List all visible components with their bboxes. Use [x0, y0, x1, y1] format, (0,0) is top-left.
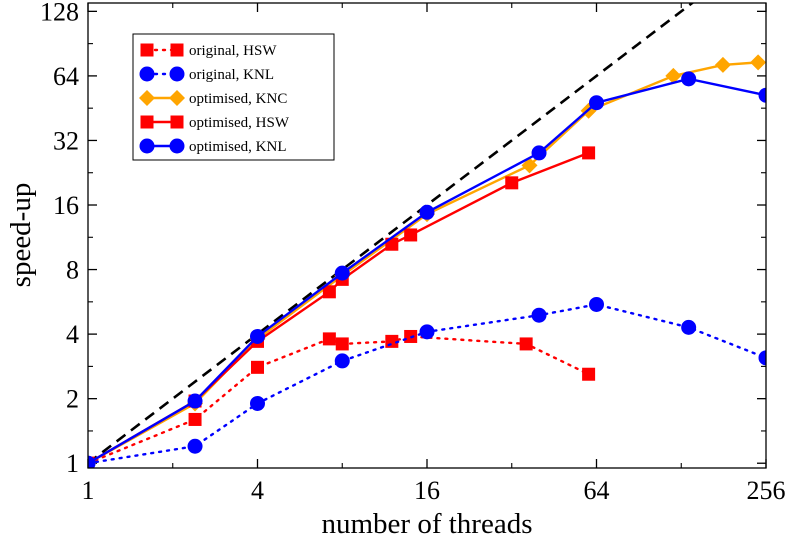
y-tick-label: 2	[66, 385, 79, 414]
legend-label-original-knl: original, KNL	[189, 67, 274, 83]
legend-marker-original-hsw	[140, 43, 154, 57]
legend-entry-optimised-knl: optimised, KNL	[139, 138, 287, 155]
legend-label-optimised-knc: optimised, KNC	[189, 91, 287, 107]
data-point-original-hsw	[322, 332, 336, 346]
data-point-optimised-hsw	[322, 285, 336, 299]
data-point-original-hsw	[582, 367, 596, 381]
data-point-optimised-knl	[334, 265, 350, 281]
x-tick-label: 4	[251, 476, 264, 505]
y-tick-label: 8	[66, 256, 79, 285]
data-point-optimised-knc	[750, 54, 766, 71]
series-original-knl	[88, 296, 766, 468]
data-point-optimised-hsw	[582, 146, 596, 160]
y-tick-labels: 1 2 4 8 16 32 64 128	[40, 0, 79, 478]
data-point-optimised-knl	[531, 145, 547, 161]
y-tick-label: 64	[53, 62, 79, 91]
y-tick-label: 1	[66, 449, 79, 478]
legend-marker-optimised-knl	[139, 138, 155, 154]
legend-marker-optimised-knl	[169, 138, 185, 154]
series-layer	[88, 54, 766, 468]
plot-area	[88, 3, 766, 468]
data-point-original-hsw	[251, 360, 264, 374]
y-tick-label: 32	[53, 126, 79, 155]
data-point-original-knl	[589, 296, 604, 312]
legend-marker-optimised-hsw	[170, 115, 184, 129]
data-point-original-knl	[187, 438, 203, 454]
data-point-optimised-knl	[681, 71, 697, 87]
y-tick-label: 128	[40, 0, 79, 26]
legend-label-optimised-hsw: optimised, HSW	[189, 115, 290, 131]
x-axis-label: number of threads	[322, 508, 533, 538]
legend-label-original-hsw: original, HSW	[189, 43, 277, 59]
x-tick-label: 16	[414, 476, 440, 505]
data-point-optimised-knl	[589, 95, 604, 111]
series-original-hsw	[88, 329, 596, 468]
data-point-optimised-knc	[714, 56, 731, 73]
legend-entry-original-hsw: original, HSW	[140, 43, 277, 59]
data-point-optimised-knc	[665, 67, 682, 84]
plot-frame	[87, 2, 767, 469]
data-point-original-knl	[419, 324, 435, 340]
data-point-original-knl	[681, 319, 697, 335]
legend-marker-original-knl	[139, 66, 155, 82]
data-point-original-hsw	[519, 337, 533, 351]
data-point-optimised-hsw	[505, 176, 519, 190]
legend-marker-optimised-hsw	[140, 115, 154, 129]
y-tick-label: 16	[53, 191, 79, 220]
data-point-optimised-knl	[88, 455, 96, 468]
data-point-original-knl	[334, 353, 350, 369]
legend-marker-optimised-knc	[169, 90, 185, 106]
data-point-original-knl	[250, 395, 265, 411]
x-tick-labels: 1 4 16 64 256	[82, 476, 786, 505]
data-point-optimised-knl	[758, 87, 766, 103]
data-point-optimised-hsw	[404, 228, 418, 242]
data-point-original-hsw	[188, 412, 202, 426]
axis-ticks	[87, 3, 767, 468]
y-tick-label: 4	[66, 320, 79, 349]
legend-entry-optimised-hsw: optimised, HSW	[140, 115, 290, 131]
legend-entry-optimised-knc: optimised, KNC	[139, 90, 287, 107]
series-optimised-knl	[88, 71, 766, 468]
legend-marker-original-knl	[169, 66, 185, 82]
ideal-speedup-line	[88, 3, 695, 465]
y-axis-label: speed-up	[5, 183, 37, 288]
ideal-line-layer	[88, 3, 695, 465]
legend-marker-original-hsw	[170, 43, 184, 57]
x-tick-label: 256	[747, 476, 786, 505]
series-line-optimised-hsw	[88, 151, 590, 465]
data-point-original-knl	[758, 350, 766, 366]
legend-entry-original-knl: original, KNL	[139, 66, 274, 83]
x-tick-label: 64	[584, 476, 610, 505]
data-point-original-hsw	[335, 337, 349, 351]
data-point-original-knl	[531, 307, 547, 323]
data-point-optimised-knl	[419, 204, 435, 220]
legend-marker-optimised-knc	[139, 90, 155, 106]
data-point-optimised-knl	[250, 328, 265, 344]
legend-label-optimised-knl: optimised, KNL	[189, 139, 287, 155]
x-tick-label: 1	[82, 476, 95, 505]
legend: original, HSW original, KNL optimised, KNC…	[132, 33, 335, 161]
data-point-optimised-knl	[187, 393, 203, 409]
